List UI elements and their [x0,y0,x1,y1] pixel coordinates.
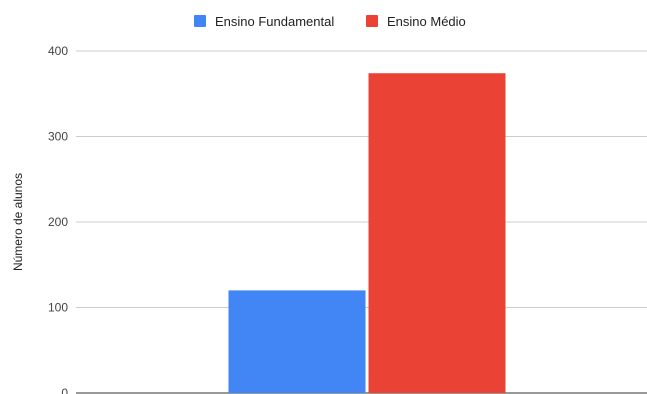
y-tick-label-300: 300 [48,130,68,144]
bars [228,73,506,393]
gridlines [76,50,647,394]
bar-ensino-medio [368,73,506,393]
legend: Ensino Fundamental Ensino Médio [194,14,466,29]
y-tick-label-200: 200 [48,215,68,229]
y-axis-title: Número de alunos [11,173,25,271]
legend-swatch-ensino-fundamental [194,15,206,27]
legend-label-ensino-fundamental: Ensino Fundamental [215,14,334,29]
legend-swatch-ensino-medio [366,15,378,27]
y-tick-label-100: 100 [48,301,68,315]
bar-ensino-fundamental [228,290,366,393]
y-axis-tick-labels: 0 100 200 300 400 [48,44,68,394]
legend-label-ensino-medio: Ensino Médio [387,14,466,29]
y-tick-label-400: 400 [48,44,68,58]
y-tick-label-0: 0 [61,386,68,394]
